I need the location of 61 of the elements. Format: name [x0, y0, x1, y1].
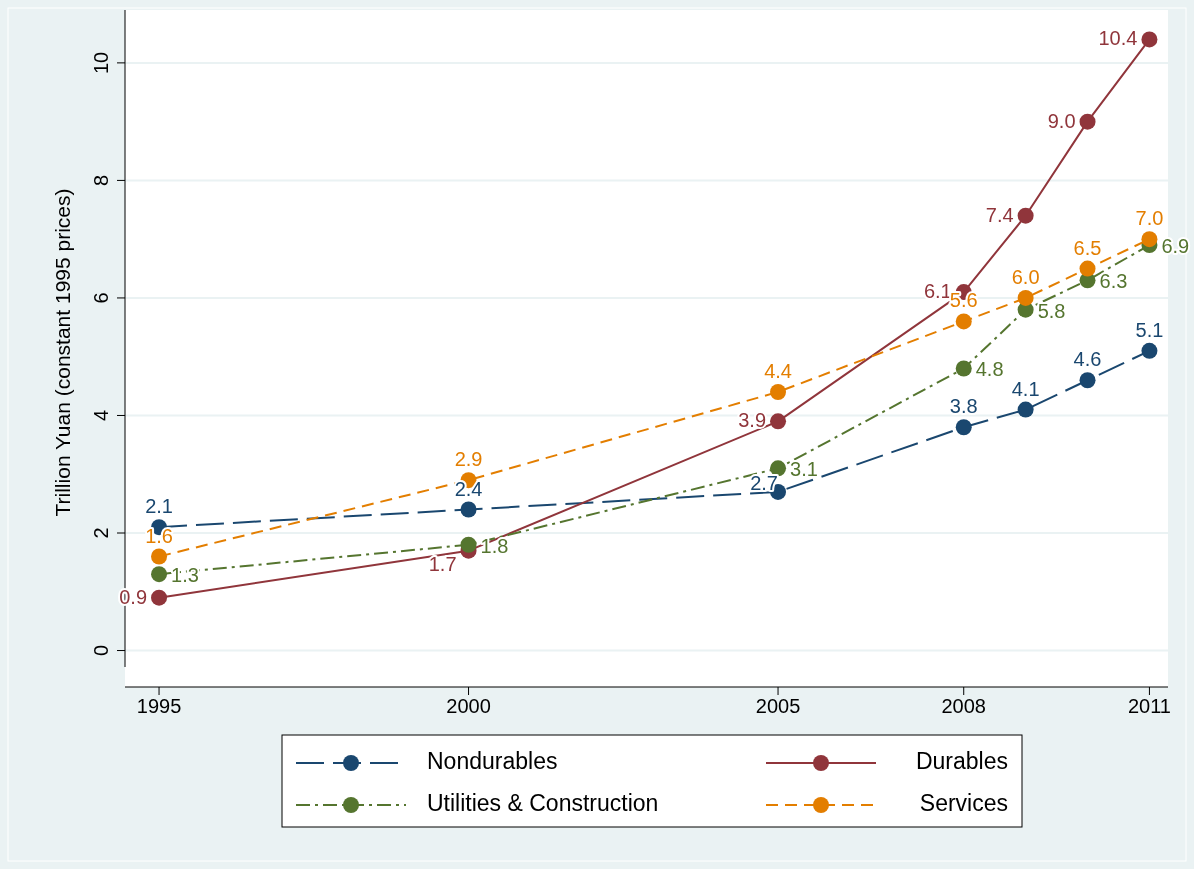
data-label: 3.8 [949, 395, 978, 418]
data-label: 6.9 [1161, 235, 1190, 258]
point [770, 460, 787, 477]
y-tick-label: 10 [90, 51, 112, 75]
data-label: 1.3 [171, 564, 199, 587]
y-tick-label: 2 [90, 527, 112, 539]
point [151, 548, 168, 565]
point [770, 383, 787, 400]
data-label: 6.3 [1099, 270, 1128, 293]
point [1017, 289, 1034, 306]
data-label: 9.0 [1047, 109, 1076, 132]
point [1079, 113, 1096, 130]
data-label: 7.4 [985, 203, 1014, 226]
point [1017, 207, 1034, 224]
point [460, 501, 477, 518]
y-axis-title: Trillion Yuan (constant 1995 prices) [51, 188, 74, 517]
point [460, 536, 477, 553]
data-label: 2.9 [454, 448, 483, 471]
point [955, 419, 972, 436]
legend-label: Utilities & Construction [427, 790, 659, 817]
data-label: 3.9 [738, 409, 767, 432]
y-tick-label: 0 [90, 644, 112, 657]
point [955, 360, 972, 377]
data-label: 2.1 [145, 495, 173, 518]
x-tick-label: 2011 [1127, 695, 1171, 718]
y-tick-label: 8 [90, 174, 112, 186]
point [151, 589, 168, 606]
data-label: 7.0 [1135, 207, 1164, 230]
data-label: 2.4 [454, 477, 483, 500]
x-tick-label: 2008 [941, 695, 986, 718]
point [955, 313, 972, 330]
x-tick-label: 2005 [755, 695, 801, 718]
x-tick-label: 1995 [136, 695, 182, 718]
data-label: 1.6 [145, 524, 173, 547]
data-label: 2.7 [750, 471, 778, 494]
data-label: 6.5 [1073, 236, 1102, 259]
y-tick-label: 4 [90, 409, 112, 422]
data-label: 4.1 [1011, 377, 1040, 400]
data-label: 4.4 [764, 359, 792, 382]
point [1141, 231, 1158, 248]
data-label: 5.1 [1135, 318, 1164, 341]
x-tick-label: 2000 [446, 695, 491, 718]
legend-label: Nondurables [427, 748, 558, 775]
data-label: 4.8 [975, 358, 1004, 381]
point [1079, 260, 1096, 277]
data-label: 3.1 [790, 458, 818, 481]
data-label: 10.4 [1098, 27, 1138, 50]
point [151, 566, 168, 583]
data-label: 6.0 [1011, 265, 1040, 288]
data-label: 1.8 [480, 534, 509, 557]
point [1017, 401, 1034, 418]
point [1079, 372, 1096, 389]
y-tick-label: 6 [90, 292, 112, 304]
point [770, 413, 787, 430]
data-label: 5.8 [1037, 299, 1066, 322]
legend-label: Services [919, 790, 1008, 817]
data-label: 4.6 [1073, 348, 1102, 371]
legend-label: Durables [915, 748, 1008, 775]
point [1141, 342, 1158, 359]
data-label: 1.7 [428, 552, 457, 575]
point [1141, 31, 1158, 48]
